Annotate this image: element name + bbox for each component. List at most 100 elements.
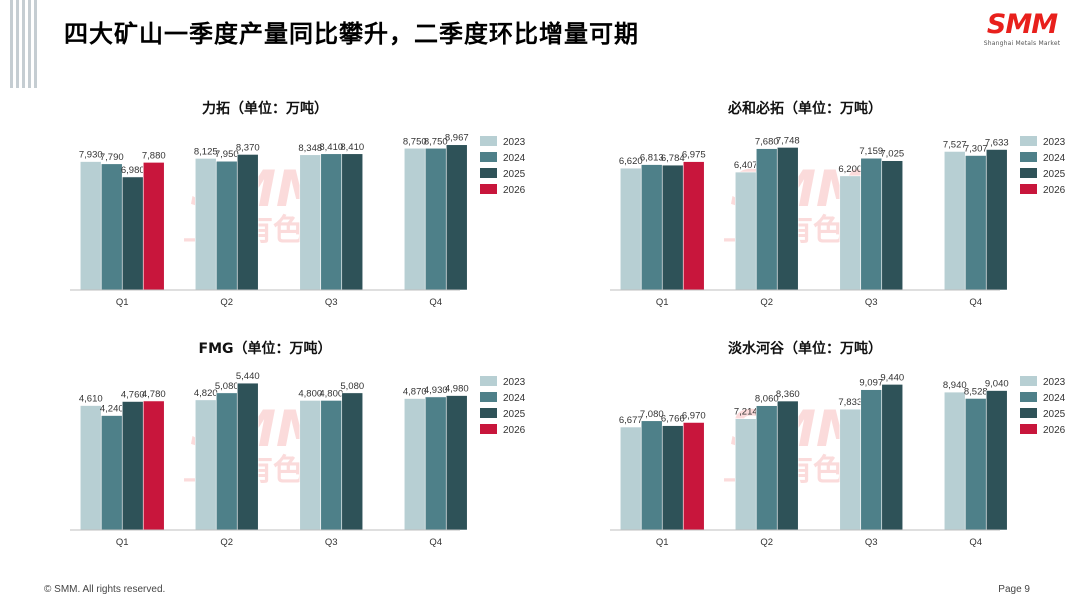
bar-2023-q2	[734, 418, 757, 531]
data-label: 6,784	[661, 153, 685, 164]
legend-swatch-2023	[1020, 136, 1037, 146]
data-label: 6,407	[734, 160, 758, 171]
logo-subtitle: Shanghai Metals Market	[983, 40, 1061, 47]
bar-2024-q3	[860, 157, 883, 291]
legend-label-2024: 2024	[1043, 153, 1066, 164]
legend-label-2024: 2024	[503, 393, 526, 404]
bar-2025-q1	[121, 401, 144, 531]
bar-2025-q3	[881, 384, 904, 531]
chart-fmg: SMM上海有色网FMG（单位：万吨）4,6104,2404,7604,780Q1…	[70, 340, 526, 548]
legend-label-2024: 2024	[1043, 393, 1066, 404]
category-tick-label: Q3	[865, 297, 878, 308]
bar-2023-q4	[943, 151, 966, 291]
data-label: 8,370	[236, 142, 260, 153]
data-label: 4,610	[79, 394, 103, 405]
bar-2024-q4	[964, 155, 987, 291]
data-label: 7,680	[755, 137, 779, 148]
legend-label-2023: 2023	[503, 137, 526, 148]
legend-label-2025: 2025	[1043, 409, 1066, 420]
bar-2024-q1	[100, 163, 123, 291]
category-tick-label: Q4	[429, 537, 442, 548]
bar-2023-q2	[194, 399, 217, 531]
category-tick-label: Q2	[760, 537, 773, 548]
data-label: 7,833	[838, 397, 862, 408]
category-tick-label: Q2	[220, 297, 233, 308]
category-tick-label: Q4	[429, 297, 442, 308]
data-label: 7,880	[142, 150, 166, 161]
chart-vale: SMM上海有色网淡水河谷（单位：万吨）6,6777,0806,7666,970Q…	[610, 340, 1066, 548]
category-tick-label: Q2	[220, 537, 233, 548]
data-label: 8,348	[298, 143, 322, 154]
legend-swatch-2025	[1020, 408, 1037, 418]
chart-title: 淡水河谷（单位：万吨）	[728, 340, 882, 357]
legend-swatch-2024	[480, 152, 497, 162]
bar-2025-q3	[341, 153, 364, 291]
legend-swatch-2024	[1020, 152, 1037, 162]
bar-2025-q2	[776, 147, 799, 291]
legend-label-2023: 2023	[1043, 377, 1066, 388]
data-label: 4,780	[142, 389, 166, 400]
data-label: 4,870	[403, 387, 427, 398]
bar-2023-q1	[619, 426, 642, 531]
data-label: 7,950	[215, 149, 239, 160]
legend-swatch-2025	[480, 408, 497, 418]
bar-2026-q1	[142, 400, 165, 531]
data-label: 7,214	[734, 407, 758, 418]
data-label: 8,125	[194, 146, 218, 157]
data-label: 8,360	[776, 389, 800, 400]
bar-2023-q1	[79, 405, 102, 531]
bar-2025-q4	[985, 149, 1008, 291]
data-label: 6,980	[121, 165, 145, 176]
bar-2026-q1	[142, 162, 165, 291]
logo-text: SMM	[986, 9, 1058, 40]
legend-swatch-2023	[480, 376, 497, 386]
bar-2025-q3	[341, 392, 364, 531]
bar-2024-q1	[640, 420, 663, 531]
bar-2023-q4	[403, 398, 426, 531]
chart-panel-vale: SMM上海有色网淡水河谷（单位：万吨）6,6777,0806,7666,970Q…	[540, 328, 1080, 578]
page-title: 四大矿山一季度产量同比攀升，二季度环比增量可期	[64, 20, 639, 48]
bar-2024-q2	[755, 148, 778, 291]
legend-label-2026: 2026	[1043, 185, 1066, 196]
data-label: 4,820	[194, 388, 218, 399]
data-label: 4,930	[424, 385, 448, 396]
bar-2024-q4	[424, 396, 447, 531]
category-tick-label: Q2	[760, 297, 773, 308]
bar-2025-q4	[985, 390, 1008, 531]
data-label: 8,940	[943, 380, 967, 391]
data-label: 8,410	[340, 142, 364, 153]
chart-title: FMG（单位：万吨）	[199, 340, 332, 357]
bar-2023-q3	[299, 400, 322, 531]
bar-2026-q1	[682, 422, 705, 531]
data-label: 9,440	[880, 372, 904, 383]
bar-2023-q3	[299, 154, 322, 291]
legend-label-2026: 2026	[503, 425, 526, 436]
data-label: 6,677	[619, 415, 643, 426]
bar-2025-q1	[661, 164, 684, 291]
data-label: 7,307	[964, 143, 988, 154]
bar-2023-q1	[79, 161, 102, 291]
data-label: 8,750	[424, 136, 448, 147]
data-label: 6,620	[619, 156, 643, 167]
bar-2024-q3	[320, 153, 343, 291]
bar-2025-q3	[881, 160, 904, 291]
legend-swatch-2024	[480, 392, 497, 402]
data-label: 6,766	[661, 414, 685, 425]
data-label: 7,790	[100, 152, 124, 163]
data-label: 6,975	[682, 150, 706, 161]
bar-2025-q2	[236, 154, 259, 291]
legend-label-2025: 2025	[503, 169, 526, 180]
data-label: 7,930	[79, 150, 103, 161]
legend-swatch-2023	[1020, 376, 1037, 386]
bar-2024-q1	[640, 164, 663, 291]
chart-panel-bhp: SMM上海有色网必和必拓（单位：万吨）6,6206,8136,7846,975Q…	[540, 88, 1080, 338]
legend-label-2025: 2025	[503, 409, 526, 420]
bar-2025-q1	[121, 176, 144, 291]
data-label: 9,040	[985, 379, 1009, 390]
data-label: 8,528	[964, 386, 988, 397]
bar-2024-q3	[320, 400, 343, 531]
data-label: 4,240	[100, 404, 124, 415]
data-label: 9,097	[859, 378, 883, 389]
data-label: 6,813	[640, 153, 664, 164]
legend-label-2023: 2023	[503, 377, 526, 388]
